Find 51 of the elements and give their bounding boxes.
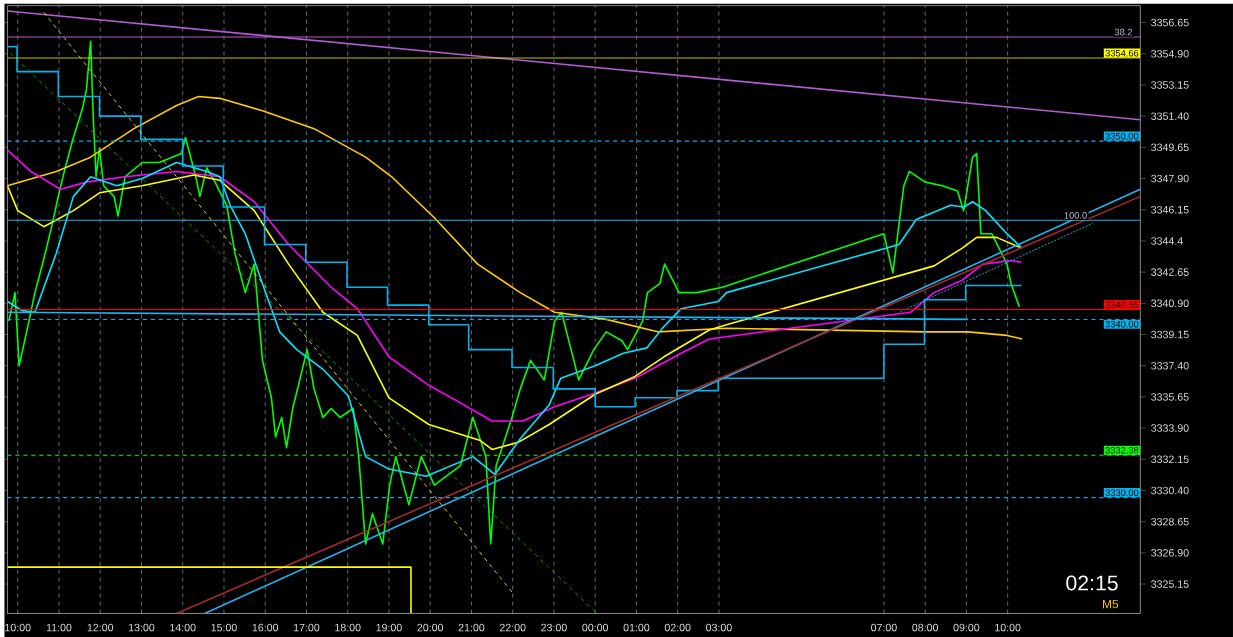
x-tick-label: 20:00	[417, 623, 444, 632]
x-tick-label: 00:00	[582, 623, 609, 632]
x-tick-label: 16:00	[252, 623, 279, 632]
x-tick-label: 21:00	[458, 623, 485, 632]
annotation: 02:15	[1066, 575, 1118, 591]
y-tick-label: 3342.65	[1151, 268, 1189, 276]
y-tick-label: 3337.40	[1151, 361, 1189, 370]
x-tick-label: 15:00	[211, 623, 237, 632]
y-tick-label: 3332.15	[1151, 455, 1189, 463]
x-tick-label: 17:00	[293, 623, 320, 632]
x-tick-label: 10:00	[5, 623, 31, 632]
annotation: 38.2	[1114, 28, 1133, 36]
x-tick-label: 01:00	[623, 623, 650, 632]
ref-line-label: 3330.00	[1105, 489, 1139, 496]
ref-line-label: 3340.55	[1105, 301, 1139, 308]
x-tick-label: 14:00	[170, 623, 196, 632]
y-tick-label: 3328.65	[1151, 517, 1189, 526]
x-tick-label: 03:00	[706, 623, 732, 632]
x-tick-label: 11:00	[46, 623, 72, 632]
y-tick-label: 3335.65	[1151, 392, 1189, 401]
ref-line-label: 3332.38	[1105, 446, 1139, 454]
y-tick-label: 3346.15	[1151, 205, 1189, 214]
y-tick-label: 3356.65	[1151, 18, 1189, 27]
y-tick-label: 3354.90	[1151, 49, 1189, 58]
x-tick-label: 02:00	[664, 623, 691, 632]
x-tick-label: 12:00	[87, 623, 114, 632]
y-tick-label: 3340.90	[1151, 299, 1189, 307]
y-tick-label: 3353.15	[1151, 81, 1189, 89]
x-tick-label: 23:00	[541, 623, 567, 632]
annotation: 100.0	[1064, 211, 1087, 219]
x-tick-label: 10:00	[995, 623, 1021, 632]
x-tick-label: 22:00	[499, 623, 526, 632]
annotation: M5	[1103, 599, 1119, 609]
y-tick-label: 3351.40	[1151, 112, 1189, 120]
y-tick-label: 3344.4	[1151, 236, 1183, 245]
x-tick-label: 13:00	[128, 623, 155, 632]
x-tick-label: 18:00	[335, 623, 361, 632]
ref-line-label: 3354.66	[1105, 49, 1139, 57]
x-tick-label: 19:00	[376, 623, 402, 632]
x-tick-label: 07:00	[871, 623, 897, 632]
y-tick-label: 3325.15	[1151, 580, 1189, 588]
ref-line-label: 3340.00	[1105, 320, 1139, 328]
y-tick-label: 3347.90	[1151, 174, 1189, 183]
y-tick-label: 3326.90	[1151, 548, 1189, 557]
x-tick-label: 08:00	[912, 623, 939, 632]
y-tick-label: 3339.15	[1151, 330, 1189, 339]
y-tick-label: 3333.90	[1151, 424, 1189, 432]
y-tick-label: 3330.40	[1151, 486, 1189, 495]
y-tick-label: 3349.65	[1151, 143, 1189, 151]
x-tick-label: 09:00	[953, 623, 980, 632]
ref-line-label: 3350.00	[1105, 132, 1139, 140]
